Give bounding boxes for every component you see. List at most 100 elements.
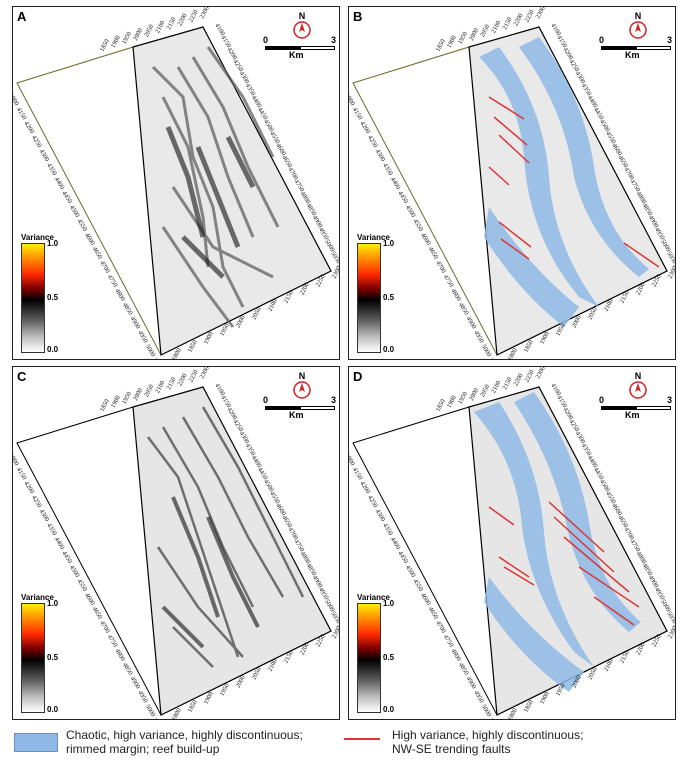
tick-label-left: 4750	[442, 274, 455, 289]
tick-label-left: 4450	[396, 190, 409, 205]
scale-min: 0	[599, 35, 605, 45]
tick-label-left: 5100	[487, 357, 500, 360]
tick-label-left: 4750	[106, 274, 119, 289]
tick-label-left: 4900	[465, 676, 478, 691]
panel-d: 1800 4150 4200 4250 4300 4350 4400 4450 4500 4550…	[348, 366, 676, 720]
panel-c-map: 1800415042004250430043504400445045004550…	[13, 367, 340, 720]
scale-min: 0	[599, 395, 605, 405]
tick-label-bottom: 1800	[507, 347, 519, 360]
tick-label-left: 4950	[136, 329, 149, 344]
north-arrow: N	[287, 11, 317, 44]
tick-label-left: 4300	[38, 508, 51, 523]
tick-label-left: 5100	[151, 717, 164, 720]
tick-label-bottom: 2300	[667, 265, 676, 280]
tick-label-left: 5100	[151, 357, 164, 360]
legend-reef-line1: Chaotic, high variance, highly discontin…	[66, 728, 303, 742]
tick-label-bottom: 2300	[331, 625, 340, 640]
tick-label-left: 4750	[106, 634, 119, 649]
tick-label-left: 4600	[83, 592, 96, 607]
tick-label-left: 5000	[144, 343, 157, 358]
tick-label-left: 4950	[472, 329, 485, 344]
north-label: N	[634, 11, 642, 21]
tick-label-left: 4200	[358, 120, 371, 135]
tick-label-left: 4650	[91, 246, 104, 261]
tick-label-left: 4400	[53, 176, 66, 191]
tick-label-left: 4600	[419, 232, 432, 247]
tick-label-left: 4150	[15, 466, 28, 481]
tick-label-left: 4500	[68, 564, 81, 579]
tick-label-left: 4450	[396, 550, 409, 565]
scale-max: 3	[667, 35, 673, 45]
tick-label-top: 2300	[199, 7, 211, 20]
variance-colorbar: Variance 1.0 0.5 0.0	[21, 593, 81, 714]
tick-label-left: 5100	[487, 717, 500, 720]
tick-label-left: 4150	[351, 466, 364, 481]
tick-label-left: 5000	[144, 703, 157, 718]
tick-label-left: 4150	[15, 106, 28, 121]
tick-label-left: 4350	[381, 162, 394, 177]
tick-label-left: 4950	[472, 689, 485, 704]
tick-label-right: 5050	[665, 250, 676, 265]
variance-colorbar: Variance 1.0 0.5 0.0	[21, 233, 81, 354]
tick-label-right: 5050	[329, 610, 340, 625]
colorbar-gradient	[21, 243, 45, 353]
colorbar-tick-max: 1.0	[383, 599, 395, 608]
tick-label-left: 4750	[442, 634, 455, 649]
panel-a-map: 1800415042004250430043504400445045004550…	[13, 7, 339, 360]
colorbar-gradient	[357, 243, 381, 353]
panel-label: B	[353, 9, 363, 24]
colorbar-title: Variance	[21, 233, 54, 242]
compass-icon	[293, 381, 311, 399]
tick-label-left: 5000	[480, 703, 493, 718]
tick-label-left: 4700	[98, 260, 111, 275]
colorbar-tick-mid: 0.5	[47, 293, 59, 302]
tick-label-left: 4450	[60, 190, 73, 205]
tick-label-left: 4650	[91, 606, 104, 621]
colorbar-title: Variance	[21, 593, 54, 602]
tick-label-left: 1800	[349, 452, 356, 467]
reef-facies-zone	[474, 392, 641, 692]
tick-label-top: 2300	[535, 7, 547, 20]
legend-reef-text: Chaotic, high variance, highly discontin…	[66, 728, 303, 756]
north-arrow: N	[623, 371, 653, 404]
tick-label-left: 4650	[427, 606, 440, 621]
scale-bar: 0 3 Km	[263, 35, 336, 61]
tick-label-left: 4850	[121, 302, 134, 317]
tick-label-left: 4850	[457, 302, 470, 317]
scale-min: 0	[263, 35, 269, 45]
north-arrow: N	[287, 371, 317, 404]
tick-label-left: 4350	[45, 522, 58, 537]
compass-icon	[629, 381, 647, 399]
tick-label-left: 4550	[76, 218, 89, 233]
tick-label-bottom: 1800	[171, 707, 183, 720]
colorbar-tick-mid: 0.5	[383, 653, 395, 662]
tick-label-left: 4800	[449, 288, 462, 303]
tick-label-left: 4650	[427, 246, 440, 261]
legend-fault-line1: High variance, highly discontinuous;	[392, 728, 584, 742]
scale-unit: Km	[625, 50, 640, 60]
tick-label-left: 4300	[38, 148, 51, 163]
tick-label-left: 4800	[449, 648, 462, 663]
tick-label-left: 4500	[404, 564, 417, 579]
tick-label-top: 2300	[535, 367, 547, 380]
compass-icon	[293, 21, 311, 39]
panel-b: 1800 4150 4200 4250 4300 4350 4400 4450 4500 4550…	[348, 6, 676, 360]
legend-fault-line2: NW-SE trending faults	[392, 742, 511, 756]
scale-unit: Km	[625, 410, 640, 420]
scale-max: 3	[667, 395, 673, 405]
variance-colorbar: Variance 1.0 0.5 0.0	[357, 593, 417, 714]
colorbar-tick-min: 0.0	[47, 345, 59, 354]
panel-label: C	[17, 369, 27, 384]
colorbar-tick-mid: 0.5	[383, 293, 395, 302]
tick-label-left: 4250	[30, 494, 43, 509]
tick-label-left: 4200	[22, 120, 35, 135]
tick-label-left: 4200	[358, 480, 371, 495]
colorbar-tick-max: 1.0	[47, 239, 59, 248]
tick-label-top: 2300	[199, 367, 211, 380]
north-label: N	[298, 11, 306, 21]
colorbar-gradient	[21, 603, 45, 713]
panel-d-map: 1800415042004250430043504400445045004550…	[349, 367, 675, 720]
tick-label-left: 4550	[76, 578, 89, 593]
legend-fault-swatch	[344, 738, 380, 740]
tick-label-left: 4800	[113, 648, 126, 663]
